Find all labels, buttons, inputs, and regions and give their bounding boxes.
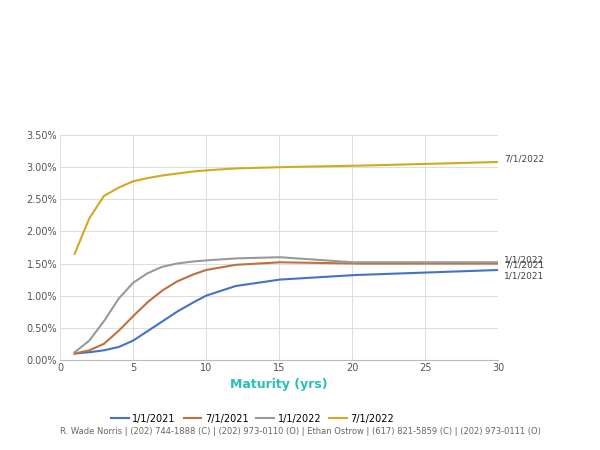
1/1/2022 <box>324 258 331 263</box>
1/1/2021 <box>275 277 282 283</box>
7/1/2022 <box>323 164 330 169</box>
Text: 7/1/2021: 7/1/2021 <box>504 261 544 270</box>
1/1/2021 <box>323 274 330 279</box>
7/1/2021 <box>272 260 279 265</box>
1/1/2022 <box>71 350 78 355</box>
X-axis label: Maturity (yrs): Maturity (yrs) <box>230 378 328 392</box>
1/1/2022 <box>272 255 279 260</box>
7/1/2022 <box>272 165 279 170</box>
1/1/2022 <box>275 254 283 260</box>
1/1/2022 <box>494 260 502 265</box>
Text: MMD yield curves: MMD yield curves <box>15 35 237 55</box>
7/1/2022 <box>275 164 282 170</box>
Legend: 1/1/2021, 7/1/2021, 1/1/2022, 7/1/2022: 1/1/2021, 7/1/2021, 1/1/2022, 7/1/2022 <box>107 410 398 427</box>
7/1/2021 <box>485 261 492 266</box>
7/1/2021 <box>71 351 78 356</box>
Line: 1/1/2022: 1/1/2022 <box>74 257 498 352</box>
7/1/2022 <box>494 159 502 165</box>
7/1/2021 <box>301 260 308 265</box>
Text: 1/1/2021: 1/1/2021 <box>504 272 544 281</box>
1/1/2021 <box>300 275 307 281</box>
1/1/2022 <box>419 260 426 265</box>
1/1/2021 <box>484 268 491 273</box>
1/1/2022 <box>485 260 492 265</box>
7/1/2022 <box>418 161 425 166</box>
1/1/2021 <box>272 278 279 283</box>
1/1/2022 <box>301 256 308 261</box>
Text: 1/1/2022: 1/1/2022 <box>504 255 544 264</box>
7/1/2022 <box>71 251 78 256</box>
7/1/2021 <box>275 260 283 265</box>
7/1/2022 <box>300 164 307 169</box>
7/1/2021 <box>419 261 426 266</box>
Text: 7/1/2022: 7/1/2022 <box>504 155 544 164</box>
7/1/2021 <box>324 261 331 266</box>
1/1/2021 <box>494 267 502 273</box>
Text: R. Wade Norris | (202) 744-1888 (C) | (202) 973-0110 (O) | Ethan Ostrow | (617) : R. Wade Norris | (202) 744-1888 (C) | (2… <box>59 428 541 436</box>
Line: 7/1/2021: 7/1/2021 <box>74 262 498 354</box>
1/1/2021 <box>71 351 78 356</box>
1/1/2022 <box>275 254 282 260</box>
Line: 7/1/2022: 7/1/2022 <box>74 162 498 254</box>
Text: Jan. 1, 2021 – July 1, 2022: Jan. 1, 2021 – July 1, 2022 <box>15 82 276 100</box>
Line: 1/1/2021: 1/1/2021 <box>74 270 498 354</box>
7/1/2021 <box>275 260 282 265</box>
7/1/2021 <box>494 261 502 266</box>
7/1/2022 <box>484 160 491 165</box>
1/1/2021 <box>418 270 425 275</box>
